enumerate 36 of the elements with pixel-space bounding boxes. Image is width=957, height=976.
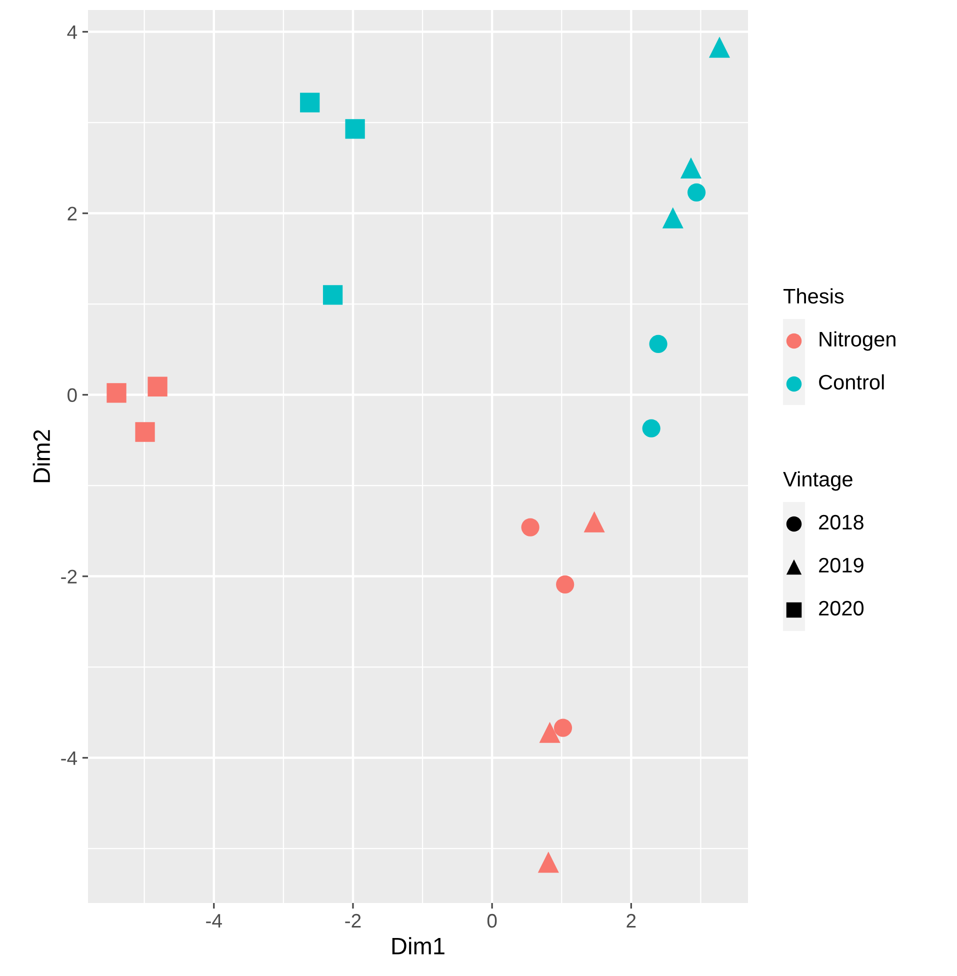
x-tick-label: -4: [206, 914, 222, 928]
point: [662, 207, 684, 228]
text: Thesis: [783, 288, 844, 304]
text: 2019: [819, 558, 864, 573]
point: [554, 718, 572, 737]
text: 2020: [819, 600, 864, 616]
point: [300, 92, 320, 112]
y-tick-label: 0: [68, 388, 77, 402]
text: 2018: [819, 514, 864, 530]
y-tick-label: -4: [61, 751, 78, 765]
point: [345, 119, 365, 139]
point: [106, 383, 126, 403]
point: [642, 419, 660, 438]
x-axis-title: Dim1: [392, 937, 444, 954]
point: [708, 36, 730, 58]
point: [538, 852, 559, 873]
point: [148, 376, 168, 396]
text: Vintage: [783, 471, 852, 491]
point: [539, 722, 560, 743]
point: [680, 157, 702, 178]
point: [521, 518, 540, 536]
y-tick-label: 2: [68, 206, 77, 220]
point: [687, 183, 706, 202]
y-tick-label: -2: [61, 570, 77, 584]
point: [322, 285, 343, 305]
text: Nitrogen: [820, 331, 896, 351]
x-tick-label: 2: [626, 914, 636, 928]
x-tick-label: 0: [487, 914, 497, 928]
y-axis-title: Dim2: [32, 430, 50, 482]
point: [556, 575, 574, 594]
x-tick-label: -2: [345, 914, 361, 928]
point: [584, 511, 605, 532]
y-tick-label: 4: [67, 25, 78, 39]
text: Control: [819, 374, 884, 390]
point: [649, 334, 668, 354]
point: [135, 422, 155, 442]
